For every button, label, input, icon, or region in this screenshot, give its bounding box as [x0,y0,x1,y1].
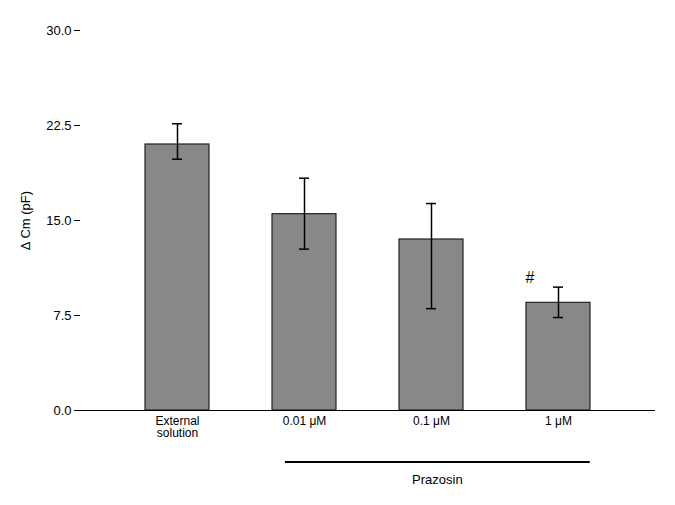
svg-text:0.01 μM: 0.01 μM [283,414,327,428]
svg-text:Δ Cm (pF): Δ Cm (pF) [18,191,33,250]
svg-text:Prazosin: Prazosin [412,472,463,487]
svg-text:30.0: 30.0 [46,23,71,38]
svg-text:15.0: 15.0 [46,213,71,228]
svg-text:Externalsolution: Externalsolution [155,414,199,440]
svg-text:#: # [526,269,535,286]
svg-text:22.5: 22.5 [46,118,71,133]
svg-text:0.0: 0.0 [53,403,71,418]
svg-text:0.1 μM: 0.1 μM [413,414,450,428]
svg-text:1 μM: 1 μM [545,414,572,428]
svg-text:7.5: 7.5 [53,308,71,323]
